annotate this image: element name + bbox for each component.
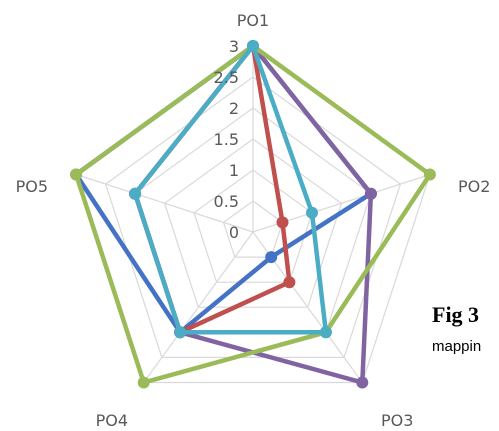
grid-ring-1 xyxy=(222,200,284,258)
tick-label-2: 1 xyxy=(229,161,239,180)
series-4-line xyxy=(73,43,433,385)
spoke-po5 xyxy=(75,173,254,233)
series-2-point-po3 xyxy=(283,276,296,289)
series-2-point-po2 xyxy=(276,216,289,229)
tick-label-4: 2 xyxy=(229,99,239,118)
series-1-point-po3 xyxy=(265,251,278,264)
radar-series xyxy=(70,40,436,389)
tick-label-6: 3 xyxy=(229,37,239,56)
series-4-point-po5 xyxy=(70,168,83,181)
tick-label-0: 0 xyxy=(229,223,239,242)
grid-ring-2 xyxy=(193,169,313,283)
tick-label-1: 0.5 xyxy=(214,192,239,211)
series-5-point-po3 xyxy=(319,326,332,339)
grid-ring-3 xyxy=(163,138,343,308)
category-label-po3: PO3 xyxy=(381,411,413,430)
tick-label-5: 2.5 xyxy=(214,68,239,87)
series-4-point-po4 xyxy=(137,376,150,389)
category-label-po5: PO5 xyxy=(16,177,48,196)
series-5-point-po5 xyxy=(129,187,142,200)
grid-ring-5 xyxy=(104,76,402,358)
figure-caption-text: mappin xyxy=(432,338,482,355)
category-label-po2: PO2 xyxy=(458,177,490,196)
series-5-line xyxy=(132,43,329,335)
figure-label: Fig 3 xyxy=(432,302,480,327)
category-label-po1: PO1 xyxy=(237,11,269,30)
series-5-point-po4 xyxy=(174,326,187,339)
tick-label-3: 1.5 xyxy=(214,130,239,149)
spoke-po4 xyxy=(143,231,254,383)
series-3-point-po3 xyxy=(356,376,369,389)
series-3-point-po2 xyxy=(364,187,377,200)
series-5-point-po1 xyxy=(247,40,259,52)
category-label-po4: PO4 xyxy=(96,411,128,430)
radar-labels: 0 0.5 1 1.5 2 2.5 3 PO1 PO2 PO3 PO4 PO5 xyxy=(16,11,491,430)
series-5-point-po2 xyxy=(306,206,318,219)
series-4-point-po2 xyxy=(423,168,436,181)
